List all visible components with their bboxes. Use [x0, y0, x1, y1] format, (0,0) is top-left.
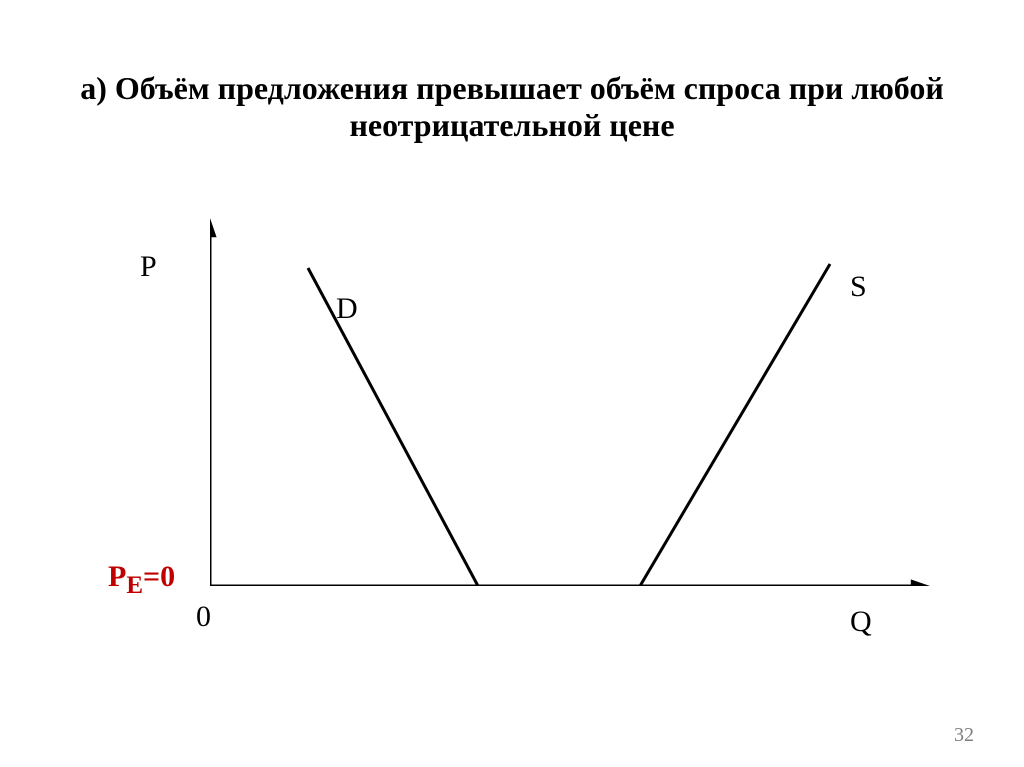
slide: а) Объём предложения превышает объём спр… — [0, 0, 1024, 767]
page-number: 32 — [954, 724, 974, 747]
supply-line — [640, 264, 830, 586]
label-s: S — [850, 270, 867, 304]
label-d: D — [336, 292, 358, 326]
label-q: Q — [850, 605, 872, 639]
label-pe-equals-zero: PE=0 — [108, 560, 175, 600]
page-title: а) Объём предложения превышает объём спр… — [0, 70, 1024, 144]
label-pe-eq: =0 — [143, 560, 175, 593]
label-pe-p: P — [108, 560, 126, 593]
y-axis-arrow — [210, 218, 217, 237]
x-axis-arrow — [911, 579, 930, 586]
demand-line — [308, 268, 478, 586]
label-pe-sub: E — [126, 572, 143, 599]
supply-demand-chart — [210, 218, 930, 586]
label-p: P — [140, 250, 157, 284]
label-origin-zero: 0 — [196, 600, 211, 634]
